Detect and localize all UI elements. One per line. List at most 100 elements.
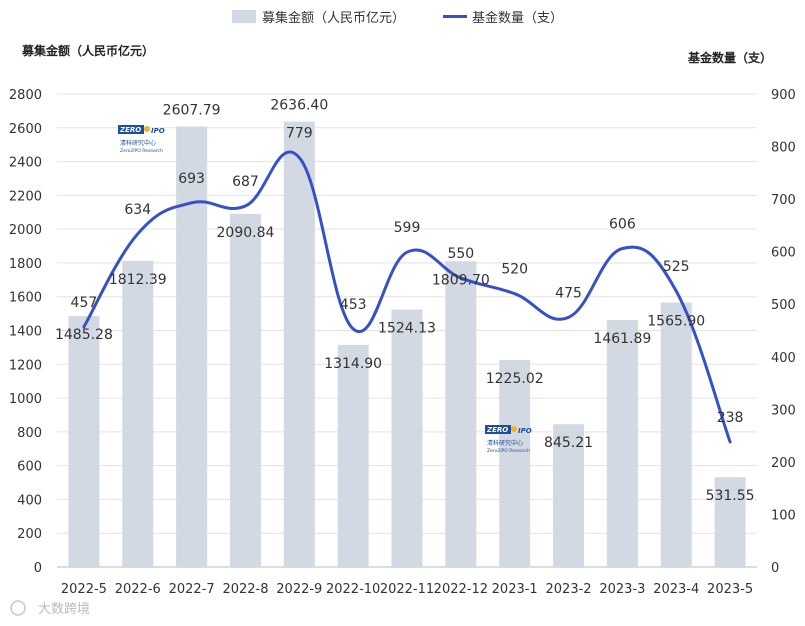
bar-value-label: 531.55: [706, 488, 755, 504]
bar-value-label: 1225.02: [486, 371, 544, 387]
right-tick-label: 500: [771, 298, 796, 313]
line-value-label: 687: [232, 174, 259, 190]
line-value-label: 475: [555, 285, 582, 301]
line-value-label: 520: [501, 262, 528, 278]
bar-value-label: 1461.89: [593, 331, 651, 347]
x-tick-label: 2022-12: [434, 582, 488, 597]
left-tick-label: 1800: [9, 257, 42, 272]
bar-value-label: 1524.13: [378, 321, 436, 337]
logo-brand-zero-2: ZERO: [486, 426, 508, 434]
bar: [499, 360, 531, 567]
left-tick-label: 1200: [9, 358, 42, 373]
x-tick-label: 2023-4: [653, 582, 699, 597]
bar: [68, 316, 100, 567]
bar: [553, 424, 585, 567]
left-tick-label: 2400: [9, 156, 42, 171]
left-tick-label: 2600: [9, 122, 42, 137]
legend-label-bar: 募集金额（人民币亿元）: [262, 10, 405, 26]
bar: [606, 320, 638, 567]
left-tick-label: 1000: [9, 392, 42, 407]
left-tick-label: 400: [17, 493, 42, 508]
logo-name-cn: 清科研究中心: [120, 139, 156, 147]
right-tick-label: 700: [771, 193, 796, 208]
left-tick-label: 0: [34, 561, 42, 576]
logo-brand-ipo: IPO: [151, 127, 165, 135]
right-axis-title: 基金数量（支）: [687, 50, 772, 65]
logo-mid: ZERO IPO 清科研究中心 Zero2IPO Research: [485, 425, 532, 454]
bar-value-label: 1812.39: [109, 272, 167, 288]
x-tick-label: 2023-5: [707, 582, 753, 597]
x-tick-label: 2023-2: [546, 582, 592, 597]
logo-badge-zero: [118, 125, 144, 134]
legend-swatch-bar: [232, 10, 256, 23]
logo-name-cn-2: 清科研究中心: [487, 439, 523, 447]
x-tick-label: 2022-10: [326, 582, 380, 597]
logo-badge-zero-2: [485, 425, 511, 434]
line-value-label: 779: [286, 126, 313, 142]
logo-brand-zero: ZERO: [119, 126, 141, 134]
x-tick-label: 2022-7: [169, 582, 215, 597]
logo-name-en: Zero2IPO Research: [120, 148, 163, 154]
right-tick-label: 800: [771, 141, 796, 156]
left-tick-label: 200: [17, 527, 42, 542]
bar: [391, 309, 423, 567]
watermark: 大数跨境: [10, 600, 90, 617]
bar-value-label: 2090.84: [217, 225, 275, 241]
right-tick-label: 100: [771, 508, 796, 523]
bar: [660, 302, 692, 567]
right-tick-label: 600: [771, 246, 796, 261]
logo-name-en-2: Zero2IPO Research: [487, 448, 530, 454]
bar-value-label: 2636.40: [270, 98, 328, 114]
right-tick-label: 400: [771, 351, 796, 366]
bar-value-label: 845.21: [544, 435, 593, 451]
bar-value-label: 1809.70: [432, 272, 490, 288]
bar-value-labels: 1485.28 1812.39 2607.79 2090.84 2636.40 1314.…: [55, 98, 755, 505]
left-tick-label: 1600: [9, 291, 42, 306]
watermark-text: 大数跨境: [38, 602, 90, 617]
logo-top: ZERO IPO 清科研究中心 Zero2IPO Research: [118, 125, 165, 154]
left-tick-label: 2800: [9, 88, 42, 103]
left-tick-label: 1400: [9, 325, 42, 340]
x-tick-label: 2023-3: [599, 582, 645, 597]
bar: [283, 121, 315, 567]
bar: [122, 260, 154, 567]
right-tick-label: 300: [771, 403, 796, 418]
x-tick-label: 2022-9: [276, 582, 322, 597]
logo-mark-dot: [144, 126, 150, 132]
left-tick-label: 2000: [9, 223, 42, 238]
line-value-label: 693: [178, 171, 205, 187]
x-tick-label: 2022-8: [222, 582, 268, 597]
line-value-label: 525: [663, 259, 690, 275]
right-tick-label: 200: [771, 456, 796, 471]
bar: [714, 477, 746, 567]
x-tick-label: 2022-5: [61, 582, 107, 597]
logo-mark-dot-2: [511, 426, 517, 432]
line-path: [82, 150, 732, 444]
bar: [337, 344, 369, 567]
line-value-label: 599: [394, 220, 421, 236]
x-axis-ticks: 2022-5 2022-6 2022-7 2022-8 2022-9 2022-10 202…: [61, 582, 753, 597]
line-value-label: 453: [340, 297, 367, 313]
x-tick-label: 2023-1: [492, 582, 538, 597]
bar-value-label: 1565.90: [647, 313, 705, 329]
x-tick-label: 2022-6: [115, 582, 161, 597]
right-tick-label: 900: [771, 88, 796, 103]
x-tick-label: 2022-11: [380, 582, 434, 597]
legend: 募集金额（人民币亿元） 基金数量（支）: [232, 10, 563, 26]
line-value-label: 550: [447, 246, 474, 262]
line-series: [82, 150, 732, 444]
left-tick-label: 600: [17, 460, 42, 475]
bar: [445, 261, 477, 567]
right-axis-ticks: 0 100 200 300 400 500 600 700 800 900: [771, 88, 796, 576]
left-axis-ticks: 0 200 400 600 800 1000 1200 1400 1600 1800 2000 220…: [9, 88, 42, 576]
line-value-labels: 457 634 693 687 779 453 599 550 520 475 606 525 238: [71, 126, 744, 426]
left-tick-label: 800: [17, 426, 42, 441]
line-value-label: 457: [71, 295, 98, 311]
bar-value-label: 1314.90: [324, 356, 382, 372]
line-value-label: 238: [717, 410, 744, 426]
bar-series: [68, 121, 746, 568]
right-tick-label: 0: [771, 561, 779, 576]
bar: [176, 126, 208, 567]
logo-brand-ipo-2: IPO: [518, 427, 532, 435]
